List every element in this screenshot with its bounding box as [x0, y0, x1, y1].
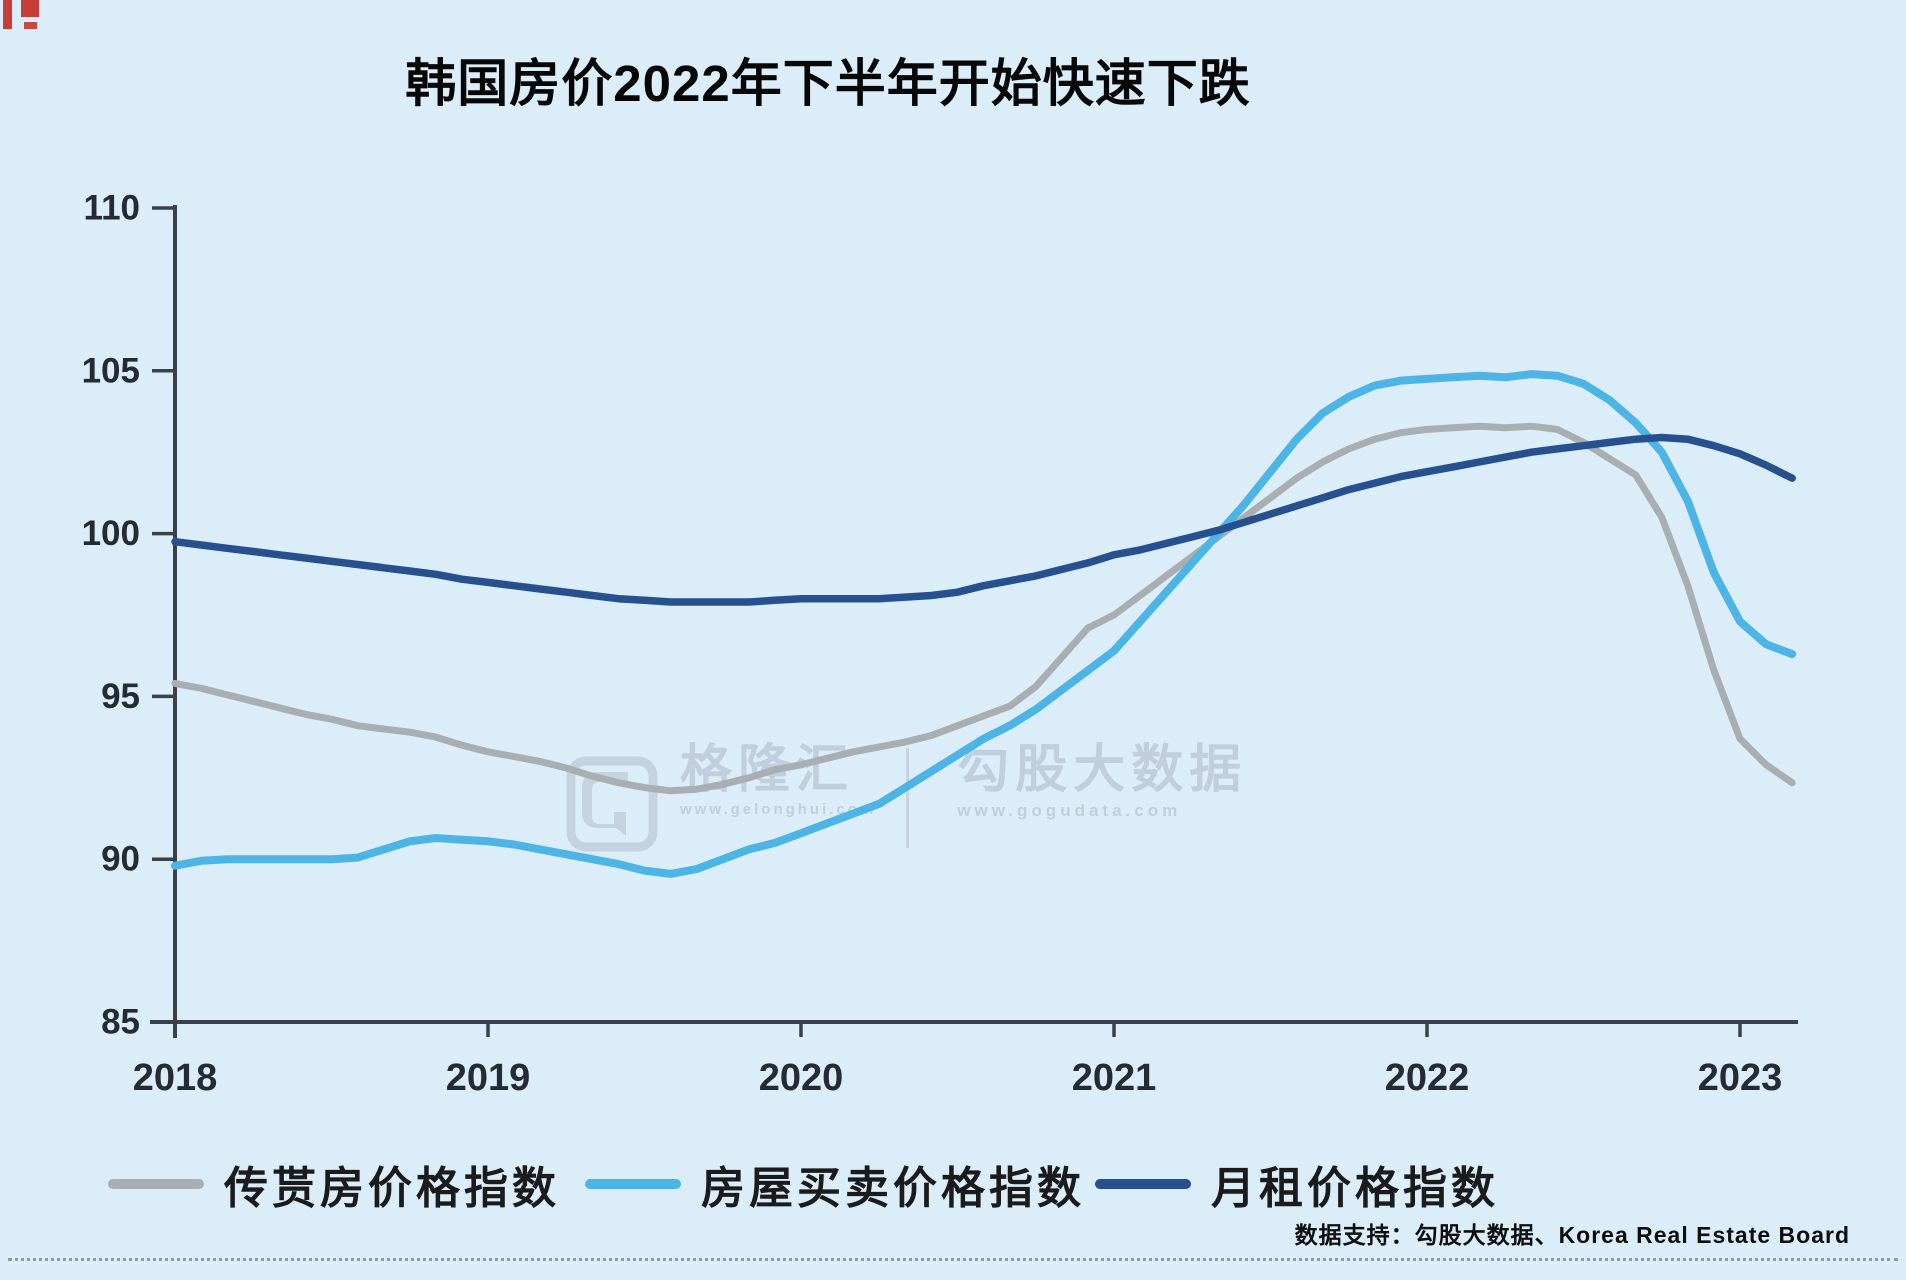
y-tick-label-90: 90	[101, 840, 140, 879]
x-tick-label-2022: 2022	[1385, 1057, 1470, 1099]
red-stroke	[3, 0, 12, 29]
y-tick-label-100: 100	[82, 514, 140, 553]
y-tick-label-85: 85	[101, 1003, 140, 1042]
series-line-0-传贳房价格指数	[171, 422, 1796, 795]
red-stroke	[24, 22, 37, 29]
legend-label: 传贳房价格指数	[224, 1163, 560, 1214]
legend-item-jeonse-index: 传贳房价格指数	[108, 1152, 560, 1216]
chart-legend: 传贳房价格指数 房屋买卖价格指数 月租价格指数	[0, 1152, 1906, 1222]
y-tick-label-110: 110	[84, 189, 140, 228]
series-line-2-月租价格指数	[171, 433, 1796, 606]
legend-label: 月租价格指数	[1211, 1163, 1499, 1214]
corner-red-stamp-fragment	[0, 0, 60, 40]
legend-item-monthly-rent-index: 月租价格指数	[1095, 1152, 1499, 1216]
x-tick-label-2020: 2020	[759, 1057, 844, 1099]
bottom-dotted-divider	[8, 1258, 1898, 1261]
series-line-1-房屋买卖价格指数	[171, 370, 1797, 878]
x-tick-label-2023: 2023	[1698, 1057, 1783, 1099]
legend-item-purchase-price-index: 房屋买卖价格指数	[585, 1152, 1085, 1216]
y-tick-label-105: 105	[82, 351, 140, 390]
x-tick-label-2018: 2018	[133, 1057, 218, 1099]
x-tick-label-2019: 2019	[446, 1057, 531, 1099]
data-source-note: 数据支持：勾股大数据、Korea Real Estate Board	[1294, 1222, 1850, 1248]
chart-title: 韩国房价2022年下半年开始快速下跌	[405, 55, 1251, 112]
red-stroke	[21, 0, 39, 17]
legend-swatch-navy-line	[1095, 1179, 1191, 1189]
x-tick-label-2021: 2021	[1072, 1057, 1157, 1099]
legend-swatch-lightblue-line	[585, 1179, 681, 1189]
legend-swatch-gray-line	[108, 1179, 204, 1189]
legend-label: 房屋买卖价格指数	[701, 1163, 1085, 1214]
y-tick-label-95: 95	[101, 677, 140, 716]
